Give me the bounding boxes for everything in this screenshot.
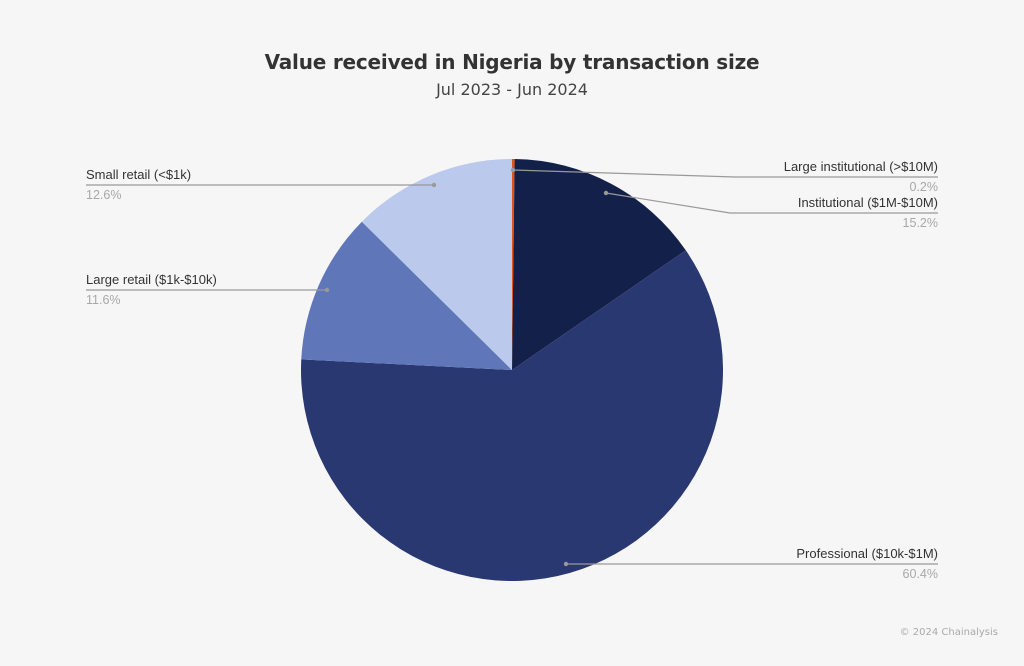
pct-large-retail: 11.6% <box>86 293 121 307</box>
chart-title: Value received in Nigeria by transaction… <box>264 50 760 74</box>
pie-slice-large-retail-1k-10k <box>301 221 512 370</box>
label-small-retail: Small retail (<$1k) <box>86 167 192 182</box>
pct-large-institutional: 0.2% <box>909 180 939 194</box>
label-large-institutional: Large institutional (>$10M) <box>783 159 938 174</box>
pie-slices <box>301 159 724 582</box>
label-professional: Professional ($10k-$1M) <box>796 546 938 561</box>
pie-slice-small-retail-1k <box>361 159 512 370</box>
chart-subtitle: Jul 2023 - Jun 2024 <box>436 80 588 99</box>
pct-institutional: 15.2% <box>902 216 938 230</box>
copyright: © 2024 Chainalysis <box>899 627 998 638</box>
label-large-retail: Large retail ($1k-$10k) <box>86 272 217 287</box>
pct-small-retail: 12.6% <box>86 188 122 202</box>
label-institutional: Institutional ($1M-$10M) <box>797 195 938 210</box>
pie-slice-large-institutional-10m <box>512 159 515 370</box>
leader-lines <box>86 169 938 565</box>
leader-dots <box>324 167 609 567</box>
pct-professional: 60.4% <box>902 567 938 581</box>
pie-slice-institutional-1m-10m <box>512 159 686 370</box>
pie-slice-professional-10k-1m <box>301 250 724 582</box>
